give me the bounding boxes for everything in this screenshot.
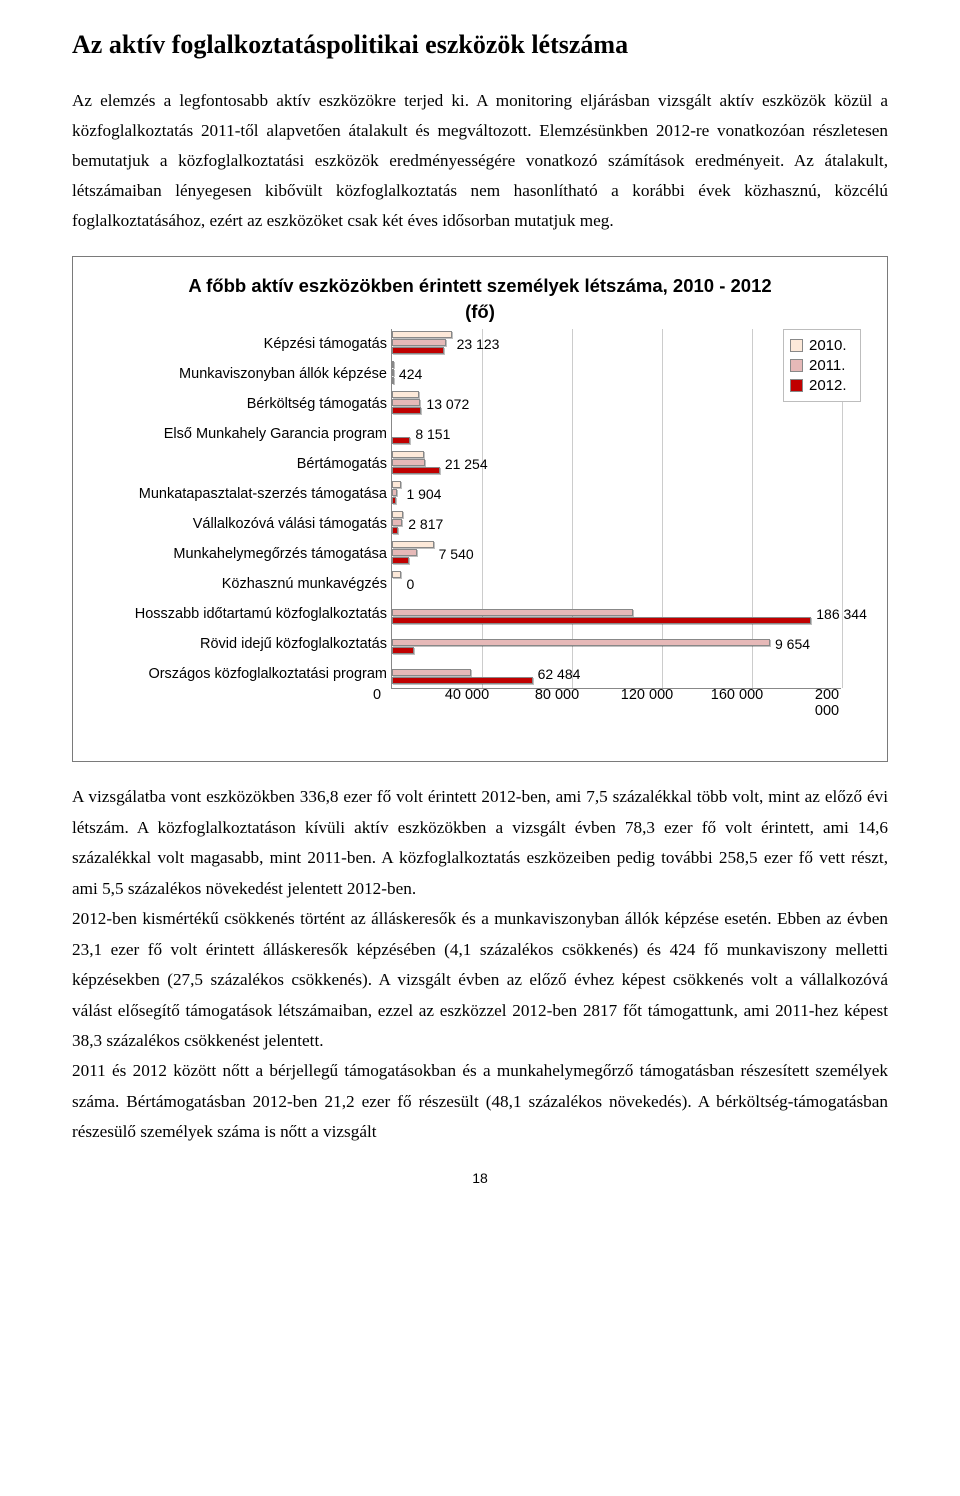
value-label: 21 254: [445, 456, 488, 472]
value-label: 7 540: [439, 546, 474, 562]
bar-s2012: [392, 677, 533, 684]
chart-container: A főbb aktív eszközökben érintett személ…: [72, 256, 888, 762]
legend-swatch-2012: [790, 379, 803, 392]
body-paragraph-1: A vizsgálatba vont eszközökben 336,8 eze…: [72, 782, 888, 904]
plot-region: 23 123 42413 072 8 151 21 2541 904 2 817 7 54…: [391, 329, 841, 689]
bar-s2010: [392, 331, 452, 338]
bar-s2011: [392, 639, 770, 646]
category-label: Képzési támogatás: [87, 329, 391, 359]
category-label: Munkatapasztalat-szerzés támogatása: [87, 479, 391, 509]
legend-item-2011: 2011.: [790, 357, 854, 374]
bar-s2011: [392, 339, 446, 346]
body-paragraph-3: 2011 és 2012 között nőtt a bérjellegű tá…: [72, 1056, 888, 1147]
bar-s2012: [392, 557, 409, 564]
bar-s2012: [392, 377, 394, 384]
legend: 2010. 2011. 2012.: [783, 329, 861, 402]
category-label: Munkaviszonyban állók képzése: [87, 359, 391, 389]
value-label: 0: [406, 576, 414, 592]
category-label: Munkahelymegőrzés támogatása: [87, 539, 391, 569]
legend-item-2010: 2010.: [790, 337, 854, 354]
bar-s2011: [392, 609, 633, 616]
bar-s2012: [392, 617, 811, 624]
value-label: 13 072: [426, 396, 469, 412]
category-label: Vállalkozóvá válási támogatás: [87, 509, 391, 539]
category-label: Bértámogatás: [87, 449, 391, 479]
legend-swatch-2010: [790, 339, 803, 352]
bar-s2010: [392, 541, 434, 548]
category-label: Bérköltség támogatás: [87, 389, 391, 419]
legend-swatch-2011: [790, 359, 803, 372]
bar-s2012: [392, 647, 414, 654]
value-label: 62 484: [538, 666, 581, 682]
page-number: 18: [72, 1170, 888, 1186]
value-label: 186 344: [816, 606, 867, 622]
category-label: Közhasznú munkavégzés: [87, 569, 391, 599]
bar-s2010: [392, 361, 394, 368]
bar-s2012: [392, 467, 440, 474]
bar-s2011: [392, 369, 394, 376]
x-tick-label: 0: [373, 687, 381, 703]
x-tick-label: 160 000: [711, 687, 763, 703]
intro-paragraph: Az elemzés a legfontosabb aktív eszközök…: [72, 86, 888, 236]
bar-s2011: [392, 459, 425, 466]
x-tick-label: 200 000: [815, 687, 839, 719]
legend-item-2012: 2012.: [790, 377, 854, 394]
x-tick-label: 40 000: [445, 687, 489, 703]
value-label: 23 123: [457, 336, 500, 352]
chart-title: A főbb aktív eszközökben érintett személ…: [87, 275, 873, 297]
category-label: Első Munkahely Garancia program: [87, 419, 391, 449]
value-label: 1 904: [406, 486, 441, 502]
page-title: Az aktív foglalkoztatáspolitikai eszközö…: [72, 30, 888, 60]
value-label: 2 817: [408, 516, 443, 532]
bar-s2011: [392, 669, 471, 676]
bar-s2011: [392, 549, 417, 556]
x-tick-label: 80 000: [535, 687, 579, 703]
bar-s2011: [392, 519, 402, 526]
legend-label-2011: 2011.: [809, 357, 845, 374]
category-label: Országos közfoglalkoztatási program: [87, 659, 391, 689]
value-label: 8 151: [415, 426, 450, 442]
bar-s2011: [392, 399, 420, 406]
legend-label-2012: 2012.: [809, 377, 847, 394]
bar-s2012: [392, 437, 410, 444]
body-paragraph-2: 2012-ben kismértékű csökkenés történt az…: [72, 904, 888, 1056]
x-tick-label: 120 000: [621, 687, 673, 703]
value-label: 9 654: [775, 636, 810, 652]
bar-s2012: [392, 347, 444, 354]
bar-s2010: [392, 391, 419, 398]
legend-label-2010: 2010.: [809, 337, 847, 354]
value-label: 424: [399, 366, 422, 382]
bar-s2012: [392, 527, 398, 534]
y-axis-labels: Képzési támogatásMunkaviszonyban állók k…: [87, 329, 391, 689]
category-label: Rövid idejű közfoglalkoztatás: [87, 629, 391, 659]
bar-s2010: [392, 571, 401, 578]
chart-subtitle: (fő): [87, 301, 873, 323]
bar-s2012: [392, 497, 396, 504]
bar-s2012: [392, 407, 421, 414]
category-label: Hosszabb időtartamú közfoglalkoztatás: [87, 599, 391, 629]
bar-s2010: [392, 481, 401, 488]
bar-s2010: [392, 511, 403, 518]
bar-s2010: [392, 451, 424, 458]
chart-plot-area: Képzési támogatásMunkaviszonyban állók k…: [87, 329, 873, 689]
bar-s2011: [392, 489, 397, 496]
